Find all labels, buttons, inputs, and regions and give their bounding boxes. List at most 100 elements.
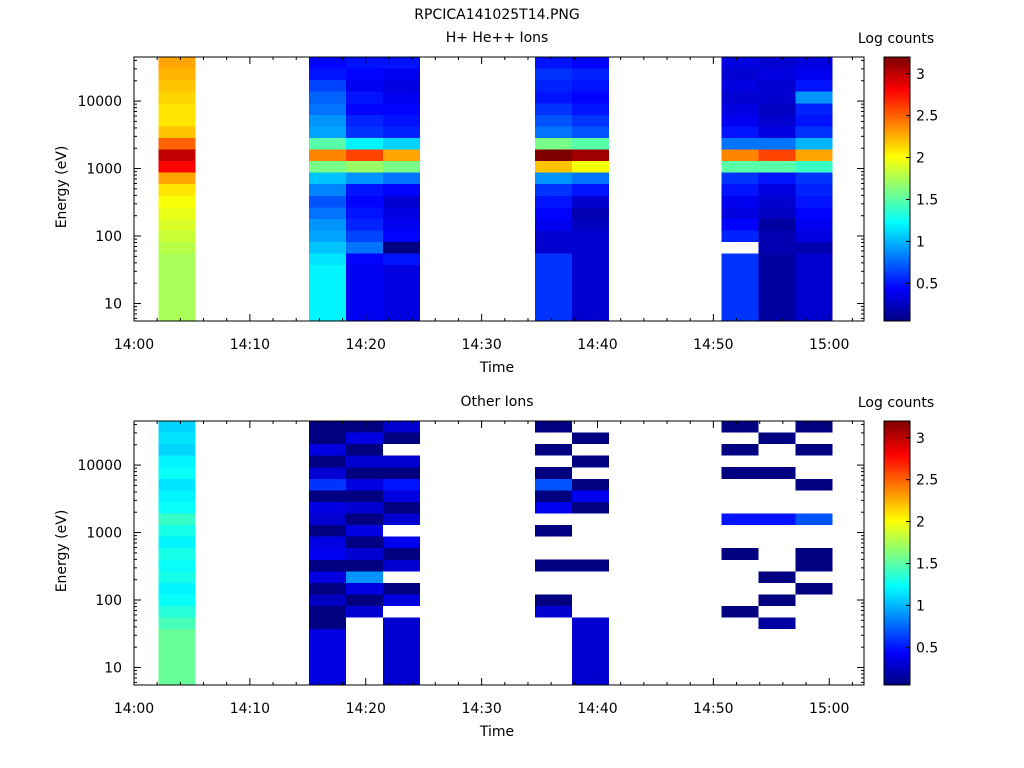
colorbar-segment	[884, 234, 910, 238]
colorbar-segment	[884, 561, 910, 564]
heatmap-cell	[721, 149, 759, 162]
heatmap-cell	[758, 195, 796, 208]
heatmap-cell	[158, 629, 196, 685]
heatmap-cell	[758, 172, 796, 185]
colorbar-segment	[884, 491, 910, 494]
colorbar-tick-label: 1	[916, 234, 925, 250]
heatmap-cell	[346, 536, 384, 549]
heatmap-cell	[158, 137, 196, 150]
colorbar-segment	[884, 133, 910, 136]
colorbar-segment	[884, 604, 910, 608]
heatmap-cell	[346, 114, 384, 127]
colorbar-segment	[884, 658, 910, 661]
heatmap-cell	[383, 629, 421, 685]
colorbar-segment	[884, 429, 910, 432]
colorbar-segment	[884, 647, 910, 651]
colorbar-segment	[884, 563, 910, 566]
colorbar-segment	[884, 449, 910, 453]
colorbar-segment	[884, 484, 910, 488]
colorbar-segment	[884, 170, 910, 174]
heatmap-cell	[383, 253, 421, 266]
heatmap-cell	[534, 467, 572, 479]
colorbar-segment	[884, 555, 910, 558]
colorbar-segment	[884, 87, 910, 91]
colorbar-segment	[884, 548, 910, 552]
heatmap-cell	[346, 253, 384, 266]
heatmap-cell	[572, 230, 610, 242]
heatmap-cell	[795, 114, 833, 127]
colorbar-segment	[884, 456, 910, 459]
colorbar-segment	[884, 145, 910, 149]
heatmap-cell	[309, 114, 347, 127]
heatmap-cell	[795, 195, 833, 208]
colorbar-segment	[884, 625, 910, 628]
colorbar-segment	[884, 125, 910, 128]
colorbar-tick-label: 3	[916, 431, 925, 447]
heatmap-cell	[158, 91, 196, 104]
heatmap-cell	[534, 218, 572, 231]
heatmap-cell	[346, 68, 384, 81]
colorbar-segment	[884, 517, 910, 521]
heatmap-cell	[383, 432, 421, 445]
colorbar-segment	[884, 166, 910, 169]
heatmap-cell	[158, 444, 196, 456]
heatmap-cell	[383, 207, 421, 219]
colorbar-segment	[884, 67, 910, 70]
colorbar-segment	[884, 619, 910, 622]
heatmap-cell	[572, 218, 610, 231]
colorbar-segment	[884, 102, 910, 106]
colorbar-segment	[884, 92, 910, 95]
heatmap-cell	[572, 490, 610, 502]
colorbar-segment	[884, 57, 910, 60]
heatmap-cell	[534, 184, 572, 196]
heatmap-cell	[383, 548, 421, 560]
colorbar-segment	[884, 458, 910, 461]
heatmap-cell	[572, 501, 610, 514]
heatmap-cell	[534, 501, 572, 514]
colorbar-segment	[884, 610, 910, 614]
colorbar-tick-label: 3	[916, 67, 925, 83]
colorbar-segment	[884, 557, 910, 560]
colorbar-segment	[884, 172, 910, 176]
heatmap-cell	[572, 80, 610, 92]
colorbar-segment	[884, 528, 910, 531]
heatmap-cell	[572, 137, 610, 150]
heatmap-cell	[158, 218, 196, 231]
heatmap-cell	[795, 184, 833, 196]
heatmap-cell	[721, 253, 759, 266]
heatmap-cell	[534, 559, 572, 572]
colorbar-segment	[884, 83, 910, 87]
colorbar-segment	[884, 423, 910, 426]
colorbar-segment	[884, 633, 910, 637]
heatmap-cell	[346, 594, 384, 606]
colorbar-segment	[884, 674, 910, 678]
colorbar-segment	[884, 441, 910, 445]
colorbar-segment	[884, 71, 910, 75]
heatmap-cell	[346, 444, 384, 456]
heatmap-cell	[795, 478, 833, 491]
colorbar: 0.5 1 1.5 2 2.5 3 Log counts	[858, 395, 938, 686]
heatmap-cell	[158, 594, 196, 606]
colorbar-segment	[884, 302, 910, 306]
colorbar-segment	[884, 269, 910, 273]
heatmap-cell	[309, 478, 347, 491]
heatmap-cell	[758, 218, 796, 231]
colorbar-segment	[884, 98, 910, 101]
heatmap-cell	[309, 501, 347, 514]
heatmap-cell	[758, 161, 796, 173]
colorbar-segment	[884, 524, 910, 527]
heatmap-cell	[383, 582, 421, 595]
heatmap-cell	[383, 57, 421, 69]
heatmap-cell	[346, 161, 384, 173]
heatmap-cell	[534, 230, 572, 242]
colorbar-segment	[884, 131, 910, 134]
x-tick-label: 14:30	[461, 701, 501, 717]
colorbar-segment	[884, 61, 910, 64]
heatmap-cell	[383, 478, 421, 491]
colorbar-segment	[884, 627, 910, 630]
heatmap-cell	[534, 172, 572, 185]
colorbar-segment	[884, 75, 910, 79]
heatmap-cell	[721, 68, 759, 81]
colorbar-segment	[884, 478, 910, 482]
